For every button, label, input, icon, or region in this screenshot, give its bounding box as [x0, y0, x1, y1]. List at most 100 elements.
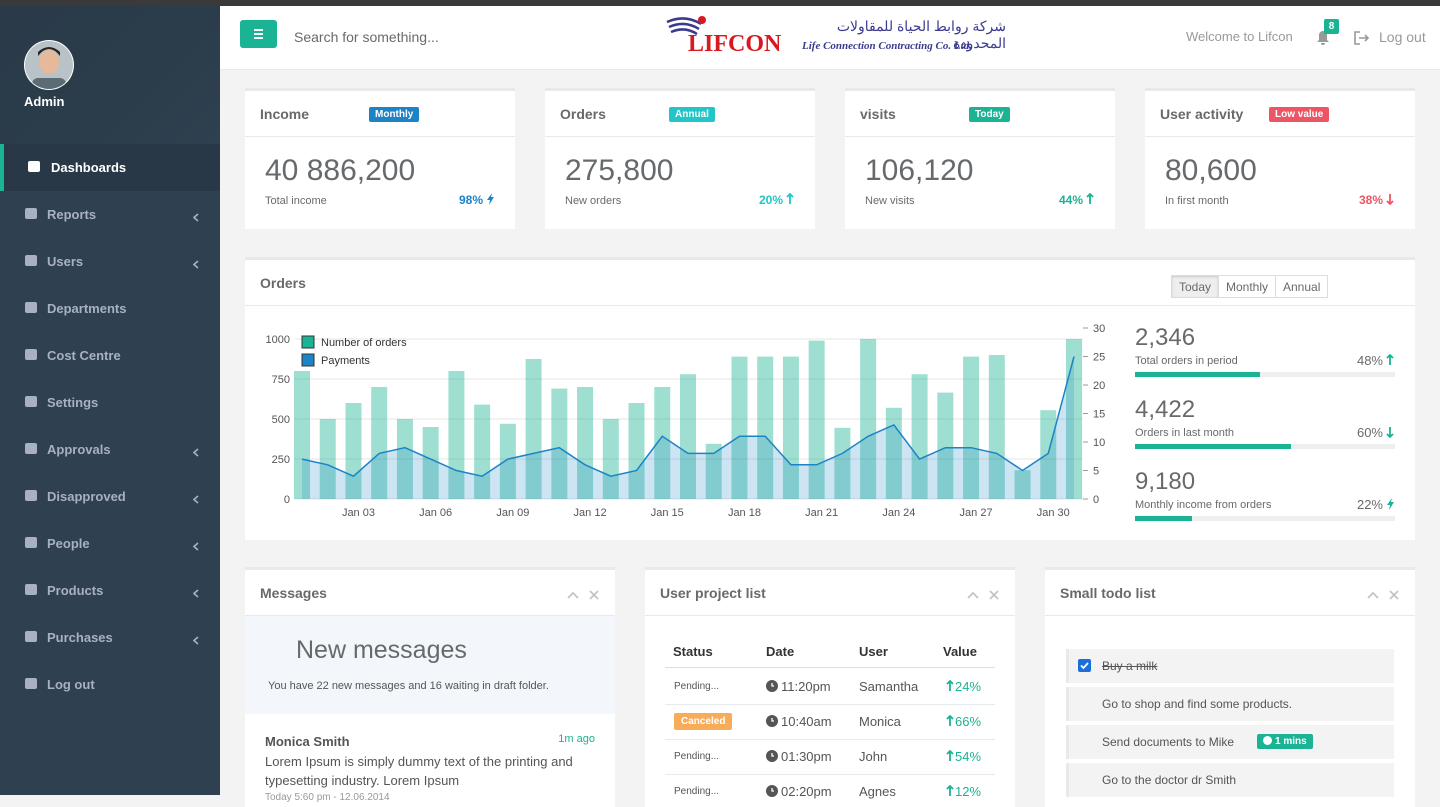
bars	[254, 29, 263, 39]
todo-item[interactable]: Send documents to Mike 1 mins	[1066, 725, 1394, 759]
bar	[680, 374, 696, 499]
menu-item[interactable]: Purchases	[0, 614, 220, 661]
period-button[interactable]: Today	[1171, 275, 1220, 298]
menu-item[interactable]: Approvals	[0, 426, 220, 473]
status: Pending...	[674, 786, 720, 797]
menu-item[interactable]: Log out	[0, 661, 220, 708]
menu-item[interactable]: Disapproved	[0, 473, 220, 520]
summary-percent: 48%	[1357, 353, 1395, 368]
panel-tools[interactable]	[567, 588, 601, 606]
stat-caption: In first month	[1165, 195, 1229, 207]
menu-item[interactable]: Departments	[0, 285, 220, 332]
menu-icon	[25, 396, 37, 407]
x-tick-label: Jan 24	[882, 507, 915, 519]
new-messages-box: New messages You have 22 new messages an…	[245, 616, 615, 714]
progress-track	[1135, 444, 1395, 449]
x-tick-label: Jan 30	[1037, 507, 1070, 519]
avatar-face	[39, 50, 59, 74]
area	[302, 356, 1074, 499]
bar	[448, 371, 465, 499]
chevron-shape	[192, 589, 199, 598]
table-header: Date	[766, 644, 795, 659]
chevron	[192, 257, 199, 272]
legend-swatch	[301, 335, 315, 349]
x-tick-label: Jan 27	[960, 507, 993, 519]
chevron-shape	[192, 260, 199, 269]
menu-label: Reports	[47, 207, 97, 222]
menu-item[interactable]: Dashboards	[0, 144, 220, 191]
legend-label: Payments	[321, 355, 370, 367]
panel-tools[interactable]	[967, 588, 1001, 606]
orders-chart: 0 250 500 750 1000 0 5 10 15 20 25 30 Jan 03 Jan 06 Ja…	[266, 323, 1106, 519]
menu-item[interactable]: Settings	[0, 379, 220, 426]
avatar[interactable]	[24, 40, 74, 90]
menu-item[interactable]: Users	[0, 238, 220, 285]
row-rule	[665, 704, 995, 705]
todo-item[interactable]: Buy a milk	[1066, 649, 1394, 683]
table-header: Value	[943, 644, 977, 659]
user: John	[859, 749, 888, 764]
chevron-icon	[192, 636, 199, 645]
chevron	[192, 539, 199, 554]
todo-badge: 1 mins	[1257, 734, 1313, 749]
y-tick-label: 500	[272, 414, 290, 426]
clock-hands	[771, 683, 774, 687]
bar	[705, 443, 722, 499]
bar	[860, 339, 877, 499]
checkbox	[1078, 659, 1091, 677]
trend-icon	[487, 193, 494, 205]
value-cell: 54%	[943, 749, 981, 764]
logout-link[interactable]: Log out	[1379, 29, 1426, 45]
period-button[interactable]: Monthly	[1218, 275, 1277, 298]
clock-hands	[771, 718, 774, 722]
arrow-up	[946, 679, 954, 691]
table-header: User	[859, 644, 888, 659]
summary-percent-text: 22%	[1356, 497, 1383, 512]
menu-item[interactable]: Products	[0, 567, 220, 614]
clock-hands	[771, 788, 774, 792]
arrow-up	[1086, 192, 1094, 204]
clock-icon	[766, 785, 778, 797]
x-tick-label: Jan 18	[728, 507, 761, 519]
menu-item[interactable]: Cost Centre	[0, 332, 220, 379]
y2-tick-label: 0	[1093, 494, 1099, 506]
arrow-down	[1386, 427, 1394, 439]
status: Canceled	[674, 713, 733, 730]
bar	[577, 387, 594, 499]
menu-item[interactable]: People	[0, 520, 220, 567]
stat-head: Income Monthly	[245, 91, 515, 137]
menu-label: Departments	[47, 301, 127, 316]
todo-item[interactable]: Go to shop and find some products.	[1066, 687, 1394, 721]
projects-title: User project list	[660, 585, 766, 601]
todo-item[interactable]: Go to the doctor dr Smith	[1066, 763, 1394, 797]
table-header: Status	[673, 644, 713, 659]
new-messages-heading: New messages	[296, 636, 467, 664]
search-input[interactable]: Search for something...	[294, 29, 439, 45]
stat-card: User activity Low value 80,600 In first mon…	[1145, 88, 1415, 229]
progress-bar	[1135, 516, 1193, 521]
chevron-icon	[192, 260, 199, 269]
checkbox-icon[interactable]	[1078, 659, 1091, 672]
menu-label: Dashboards	[51, 160, 127, 175]
summary-caption: Monthly income from orders	[1135, 499, 1272, 511]
y-tick-label: 0	[284, 494, 290, 506]
status: Pending...	[674, 681, 720, 692]
menu-label: Settings	[47, 395, 99, 410]
trend-icon	[1387, 498, 1394, 510]
tools-shape	[567, 590, 599, 600]
profile: Admin	[0, 6, 220, 144]
chevron-shape	[192, 495, 199, 504]
stat-change: 98%	[459, 193, 495, 207]
period-button[interactable]: Annual	[1275, 275, 1329, 298]
logout-shape	[1354, 31, 1370, 45]
stat-head: Orders Annual	[545, 91, 815, 137]
panel-tools[interactable]	[1367, 588, 1401, 606]
menu-item[interactable]: Reports	[0, 191, 220, 238]
bell-icon[interactable]	[1316, 30, 1330, 46]
menu-label: Purchases	[47, 630, 113, 645]
y2-tick-label: 30	[1093, 323, 1105, 335]
stat-card: Orders Annual 275,800 New orders 20%	[545, 88, 815, 229]
menu-toggle[interactable]	[240, 20, 277, 48]
bar	[731, 356, 748, 499]
summary-percent: 60%	[1357, 425, 1395, 440]
